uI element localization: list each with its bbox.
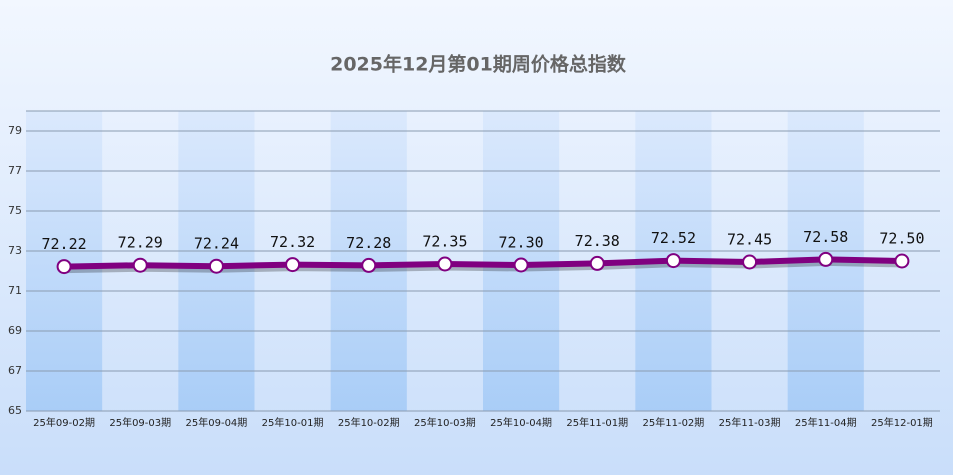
point-marker (437, 256, 453, 272)
x-tick-label: 25年09-02期 (33, 416, 95, 429)
point-marker (742, 254, 758, 270)
y-tick-label: 77 (8, 164, 22, 177)
y-tick-label: 67 (8, 364, 22, 377)
value-label: 72.58 (803, 228, 848, 246)
value-label: 72.29 (118, 234, 163, 252)
y-tick-label: 79 (8, 124, 22, 137)
point-marker (894, 253, 910, 269)
x-tick-label: 25年09-04期 (186, 416, 248, 429)
x-tick-label: 25年10-03期 (414, 416, 476, 429)
value-label: 72.38 (575, 232, 620, 250)
point-marker (285, 257, 301, 273)
x-tick-label: 25年10-04期 (490, 416, 552, 429)
value-label: 72.52 (651, 229, 696, 247)
point-marker (208, 258, 224, 274)
y-tick-label: 75 (8, 204, 22, 217)
y-tick-label: 71 (8, 284, 22, 297)
value-label: 72.45 (727, 231, 772, 249)
x-tick-label: 25年11-03期 (719, 416, 781, 429)
point-marker (132, 257, 148, 273)
point-marker (56, 259, 72, 275)
value-label: 72.50 (879, 230, 924, 248)
point-marker (361, 257, 377, 273)
value-label: 72.32 (270, 233, 315, 251)
x-tick-label: 25年10-01期 (262, 416, 324, 429)
value-label: 72.28 (346, 234, 391, 252)
x-tick-label: 25年11-04期 (795, 416, 857, 429)
series-line (64, 256, 902, 270)
y-tick-label: 65 (8, 404, 22, 417)
y-tick-label: 73 (8, 244, 22, 257)
point-marker (513, 257, 529, 273)
x-tick-label: 25年11-01期 (566, 416, 628, 429)
value-label: 72.24 (194, 235, 239, 253)
point-marker (818, 251, 834, 267)
x-tick-label: 25年09-03期 (109, 416, 171, 429)
chart-title: 2025年12月第01期周价格总指数 (330, 53, 627, 76)
value-label: 72.35 (422, 233, 467, 251)
y-tick-label: 69 (8, 324, 22, 337)
value-label: 72.22 (42, 235, 87, 253)
x-tick-label: 25年10-02期 (338, 416, 400, 429)
value-label: 72.30 (499, 234, 544, 252)
x-tick-label: 25年12-01期 (871, 416, 933, 429)
x-tick-label: 25年11-02期 (643, 416, 705, 429)
point-marker (665, 253, 681, 269)
point-marker (589, 255, 605, 271)
